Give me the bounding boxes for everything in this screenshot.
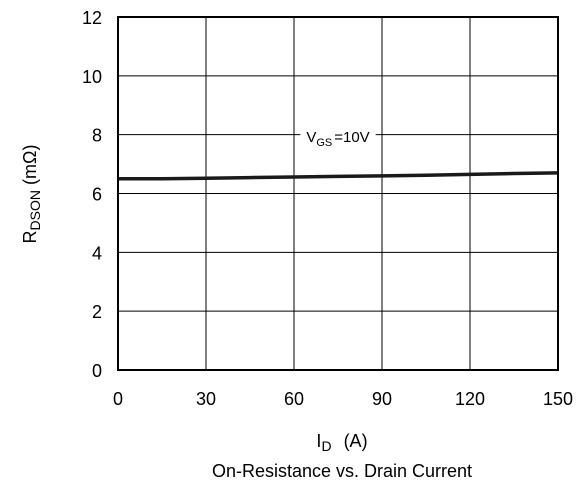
annotation-background — [300, 127, 376, 152]
x-tick-label-4: 120 — [455, 389, 485, 409]
plot-frame — [117, 16, 559, 371]
annotation-label: VGS =10V — [306, 129, 369, 149]
y-tick-label-0: 0 — [92, 361, 102, 381]
x-tick-label-0: 0 — [113, 389, 123, 409]
y-tick-label-4: 8 — [92, 126, 102, 146]
x-axis-title-sub: D — [321, 438, 331, 454]
y-tick-label-1: 2 — [92, 302, 102, 322]
x-axis-title-unit: (A) — [344, 431, 368, 451]
y-tick-label-6: 12 — [82, 8, 102, 28]
y-axis-title-sub: DSON — [27, 190, 43, 230]
y-axis-title-main: R — [20, 230, 40, 243]
series-line — [118, 171, 559, 181]
x-tick-labels: 0 30 60 90 120 150 — [113, 389, 573, 409]
y-axis-title-unit: (mΩ) — [20, 145, 40, 185]
annotation-sub: GS — [316, 137, 332, 149]
y-tick-label-5: 10 — [82, 67, 102, 87]
x-axis-title-main: I — [316, 431, 321, 451]
annotation-vgs: VGS =10V — [300, 127, 376, 152]
y-axis-title: RDSON (mΩ) — [20, 145, 43, 244]
x-tick-label-3: 90 — [372, 389, 392, 409]
x-tick-label-1: 30 — [196, 389, 216, 409]
x-tick-label-2: 60 — [284, 389, 304, 409]
annotation-value: =10V — [334, 129, 369, 146]
y-tick-label-2: 4 — [92, 243, 102, 263]
grid — [118, 17, 558, 370]
y-tick-label-3: 6 — [92, 185, 102, 205]
chart-caption: On-Resistance vs. Drain Current — [212, 461, 472, 481]
x-tick-label-5: 150 — [543, 389, 573, 409]
x-axis-title: ID (A) — [316, 431, 367, 454]
y-tick-labels: 0 2 4 6 8 10 12 — [82, 8, 102, 381]
annotation-main: V — [306, 129, 316, 146]
